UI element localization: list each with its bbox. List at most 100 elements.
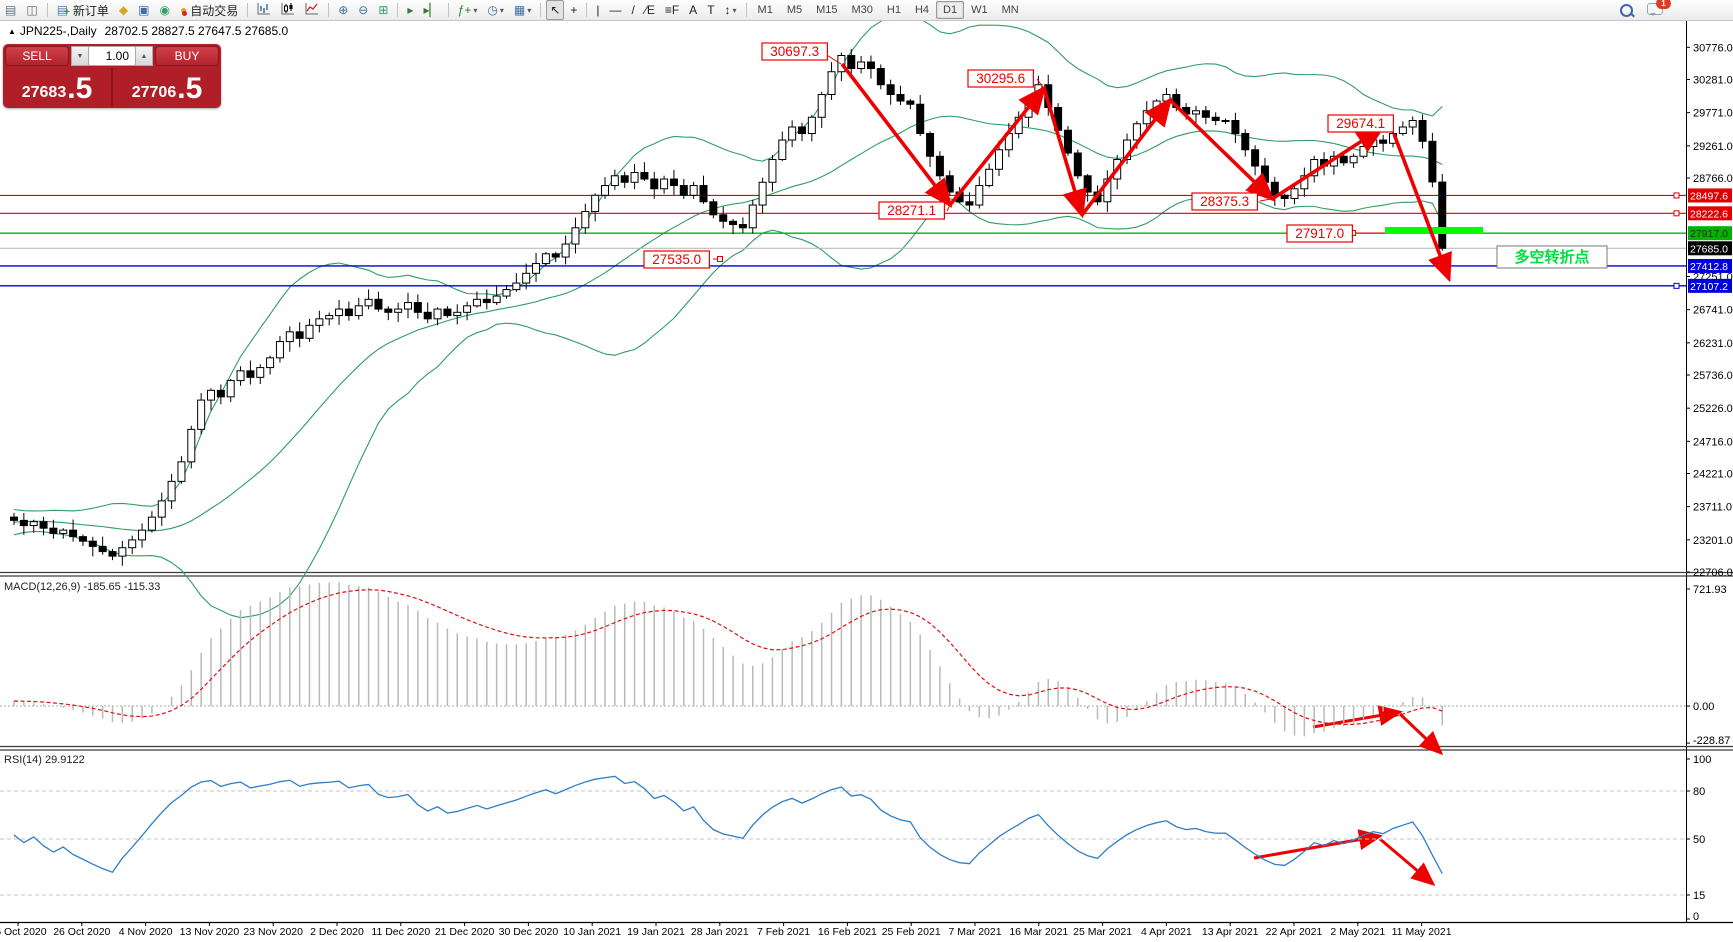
candle	[147, 516, 156, 531]
axis-tick-label: 25226.0	[1693, 403, 1733, 415]
candle-chart-button[interactable]	[277, 0, 299, 20]
terminal-button[interactable]: ▣	[134, 0, 153, 20]
volume-down-button[interactable]: ▼	[71, 46, 89, 66]
timeframe-w1[interactable]: W1	[971, 4, 988, 16]
candle	[1438, 181, 1447, 249]
line-handle[interactable]	[1673, 192, 1680, 199]
templates-button[interactable]: ▦ ▾	[510, 0, 535, 20]
cursor-button[interactable]: ↖	[546, 0, 565, 20]
candle	[1349, 155, 1358, 164]
trendline-button[interactable]: /	[627, 0, 638, 20]
timeframe-h1[interactable]: H1	[886, 4, 901, 16]
vertical-line-icon: |	[596, 3, 600, 17]
channel-button[interactable]: ∕E	[641, 0, 659, 20]
zoom-out-button[interactable]: ⊖	[354, 0, 372, 20]
trend-arrow[interactable]	[840, 62, 953, 208]
indicators-button[interactable]: ƒ+ ▾	[454, 0, 482, 20]
trendline-icon: /	[631, 3, 635, 17]
price-annotation-box[interactable]	[643, 250, 711, 269]
tile-windows-button[interactable]: ⊞	[374, 0, 392, 20]
candle	[1221, 120, 1230, 123]
indicator-arrow[interactable]	[1312, 705, 1403, 729]
label-handle[interactable]	[717, 256, 723, 262]
bar-chart-button[interactable]	[253, 0, 275, 20]
date-label: 25 Feb 2021	[882, 926, 941, 938]
auto-scroll-button[interactable]: ▸	[403, 0, 417, 20]
buy-button[interactable]: BUY	[155, 46, 219, 66]
price-annotation-box[interactable]	[1191, 192, 1259, 211]
text-label-button[interactable]: T	[703, 0, 718, 20]
arrows-button[interactable]: ↕ ▾	[721, 0, 741, 20]
notification-badge: 1	[1656, 0, 1671, 9]
candle	[857, 61, 866, 69]
buy-price[interactable]: 27706.5	[113, 68, 221, 106]
line-handle[interactable]	[1673, 210, 1680, 217]
volume-value[interactable]: 1.00	[89, 46, 135, 66]
trend-arrow[interactable]	[1080, 97, 1173, 217]
price-badge	[1688, 241, 1732, 256]
collapse-icon[interactable]: ▲	[8, 27, 16, 36]
price-annotation-box[interactable]	[761, 42, 829, 61]
trend-arrow[interactable]	[948, 85, 1047, 207]
axis-tick-label: 25736.0	[1693, 370, 1733, 382]
fibonacci-button[interactable]: ≡F	[661, 0, 683, 20]
trend-arrow[interactable]	[1168, 98, 1275, 202]
new-chart-button[interactable]: ▤	[1, 0, 20, 20]
text-button[interactable]: A	[685, 0, 701, 20]
crash-arrow[interactable]	[1392, 133, 1452, 283]
candle	[975, 185, 984, 206]
timeframe-m5[interactable]: M5	[786, 4, 803, 16]
candle	[965, 201, 974, 206]
price-annotation-box[interactable]	[1286, 224, 1354, 243]
zoom-in-button[interactable]: ⊕	[334, 0, 352, 20]
candle	[19, 519, 28, 527]
sell-button[interactable]: SELL	[5, 46, 69, 66]
volume-up-button[interactable]: ▲	[135, 46, 153, 66]
timeframe-h4[interactable]: H4	[914, 4, 930, 16]
rsi-scale-label: 50	[1693, 834, 1705, 846]
search-icon[interactable]	[1620, 3, 1633, 17]
periods-button[interactable]: ◷ ▾	[483, 0, 508, 20]
line-chart-button[interactable]	[301, 0, 323, 20]
chart-shift-icon: ▸▏	[423, 3, 439, 17]
candle	[1280, 194, 1289, 200]
indicator-arrow[interactable]	[1398, 712, 1444, 756]
trend-arrow[interactable]	[1271, 126, 1386, 201]
timeframe-m30[interactable]: M30	[851, 4, 873, 16]
horizontal-line-button[interactable]: —	[605, 0, 625, 20]
chart-shift-button[interactable]: ▸▏	[419, 0, 442, 20]
timeframe-m15[interactable]: M15	[816, 4, 838, 16]
line-handle[interactable]	[1673, 282, 1680, 289]
candle	[325, 315, 334, 320]
date-label: 19 Jan 2021	[627, 926, 685, 938]
auto-trading-button[interactable]: ● 自动交易	[176, 0, 242, 20]
level-lines	[0, 192, 1686, 289]
profiles-button[interactable]: ◫	[22, 0, 41, 20]
candle	[916, 103, 925, 135]
notifications-button[interactable]: 1	[1633, 0, 1671, 18]
indicator-arrow[interactable]	[1379, 837, 1436, 886]
gold-button[interactable]: ◆	[115, 0, 132, 20]
macd-pane: MACD(12,26,9) -185.65 -115.33 721.93 0.00 -…	[0, 581, 1730, 747]
signal-button[interactable]: ◉	[155, 0, 173, 20]
timeframe-m1[interactable]: M1	[757, 4, 773, 16]
vertical-line-button[interactable]: |	[592, 0, 603, 20]
date-label: 13 Nov 2020	[180, 926, 240, 938]
indicator-arrow[interactable]	[1253, 829, 1383, 860]
candle	[620, 175, 629, 183]
trend-arrow[interactable]	[1042, 87, 1087, 219]
candle	[177, 461, 186, 482]
timeframe-mn[interactable]: MN	[1001, 4, 1019, 16]
price-annotation-box[interactable]	[967, 69, 1035, 88]
sell-price[interactable]: 27683.5	[3, 68, 113, 106]
price-annotation-box[interactable]	[1327, 114, 1395, 133]
new-order-button[interactable]: ▤ + 新订单	[53, 0, 113, 20]
timeframe-d1[interactable]: D1	[936, 1, 965, 19]
price-annotation-box[interactable]	[878, 201, 946, 220]
price-axis: 30776.030281.029771.029261.028766.027251…	[1686, 42, 1733, 579]
green-zone-highlight[interactable]	[1385, 227, 1483, 234]
turning-point-box[interactable]	[1496, 245, 1608, 269]
crosshair-button[interactable]: +	[566, 0, 581, 20]
